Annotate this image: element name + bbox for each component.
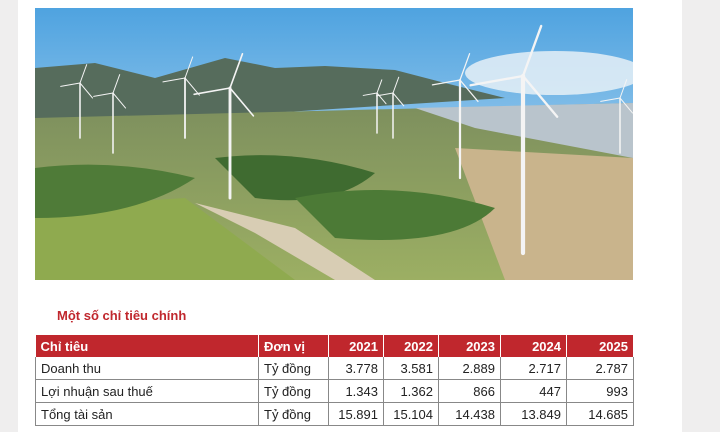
column-header: 2023	[438, 335, 501, 357]
turbine-blade	[79, 82, 94, 99]
turbine-blade	[469, 74, 525, 87]
turbine-blade	[431, 79, 461, 86]
turbine-blade	[362, 92, 378, 96]
turbine-blade	[459, 53, 471, 81]
value-cell: 993	[566, 379, 634, 403]
turbine-blade	[79, 64, 88, 84]
turbine-blade	[162, 77, 186, 83]
table-row: Tổng tài sản Tỷ đồng 15.891 15.104 14.438 13.…	[35, 402, 634, 426]
value-cell: 15.891	[328, 402, 384, 426]
value-cell: 13.849	[500, 402, 567, 426]
turbine-blade	[376, 79, 383, 94]
value-cell: 447	[500, 379, 567, 403]
turbine-blade	[392, 92, 405, 107]
row-label: Lợi nhuận sau thuế	[35, 379, 259, 403]
key-indicators-table: Chỉ tiêu Đơn vị 2021 2022 2023 2024 2025 Doanh…	[35, 335, 634, 426]
value-cell: 1.343	[328, 379, 384, 403]
column-header: 2022	[383, 335, 439, 357]
turbine-blade	[619, 79, 628, 99]
turbine-blade	[619, 97, 633, 114]
value-cell: 2.717	[500, 357, 567, 380]
value-cell: 2.787	[566, 357, 634, 380]
turbine-blade	[229, 52, 244, 89]
value-cell: 15.104	[383, 402, 439, 426]
row-label: Tổng tài sản	[35, 402, 259, 426]
document-page: Một số chỉ tiêu chính Chỉ tiêu Đơn vị 2021…	[18, 0, 682, 432]
table-row: Lợi nhuận sau thuế Tỷ đồng 1.343 1.362 866 44…	[35, 379, 634, 403]
unit-cell: Tỷ đồng	[258, 379, 329, 403]
turbine-blade	[600, 97, 621, 102]
turbine-blade	[112, 92, 127, 109]
value-cell: 14.438	[438, 402, 501, 426]
turbine-blade	[375, 92, 394, 97]
value-cell: 866	[438, 379, 501, 403]
table-row: Doanh thu Tỷ đồng 3.778 3.581 2.889 2.717 2.78…	[35, 357, 634, 380]
turbine-blade	[93, 92, 114, 97]
turbine-blade	[459, 79, 479, 103]
wind-farm-photo	[35, 8, 633, 280]
unit-cell: Tỷ đồng	[258, 402, 329, 426]
column-header: Chỉ tiêu	[35, 335, 259, 357]
column-header: 2021	[328, 335, 384, 357]
value-cell: 14.685	[566, 402, 634, 426]
value-cell: 3.581	[383, 357, 439, 380]
turbine-blade	[521, 74, 559, 118]
value-cell: 2.889	[438, 357, 501, 380]
turbine-blade	[193, 87, 231, 96]
column-header: 2025	[566, 335, 634, 357]
turbine-blade	[229, 87, 255, 117]
value-cell: 1.362	[383, 379, 439, 403]
column-header: 2024	[500, 335, 567, 357]
unit-cell: Tỷ đồng	[258, 357, 329, 380]
turbine-blade	[184, 77, 200, 96]
column-header: Đơn vị	[258, 335, 329, 357]
value-cell: 3.778	[328, 357, 384, 380]
turbine-blade	[376, 92, 387, 105]
turbine-blade	[392, 76, 400, 94]
turbine-blade	[184, 56, 194, 79]
turbine-blade	[60, 82, 81, 87]
turbine-blade	[521, 24, 543, 78]
section-title: Một số chỉ tiêu chính	[57, 308, 187, 323]
row-label: Doanh thu	[35, 357, 259, 380]
turbine-blade	[112, 74, 121, 94]
